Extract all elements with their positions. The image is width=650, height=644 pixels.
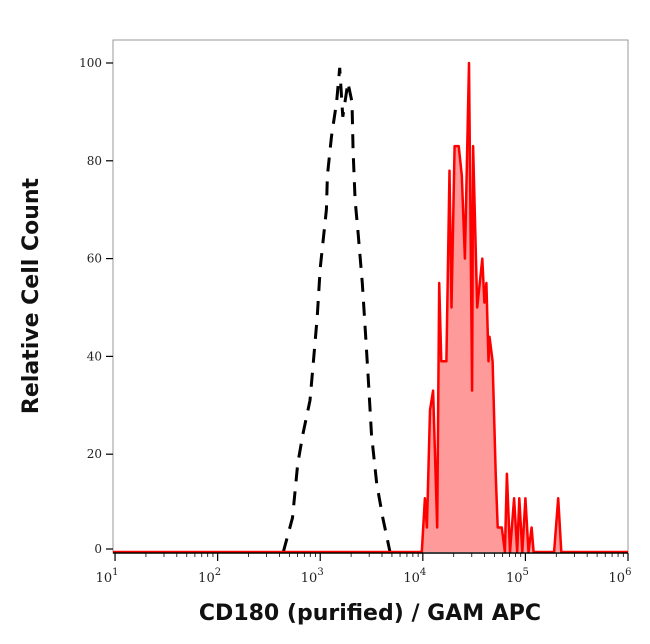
- y-tick-label: 40: [87, 349, 102, 363]
- x-tick-base: 10: [301, 571, 318, 586]
- x-tick-label: 104: [403, 567, 426, 586]
- x-tick-base: 10: [609, 571, 626, 586]
- x-tick-base: 10: [96, 571, 113, 586]
- y-tick-label: 100: [79, 56, 102, 70]
- x-tick-exp: 1: [112, 567, 118, 578]
- x-tick-exp: 5: [522, 567, 528, 578]
- x-tick-exp: 2: [215, 567, 221, 578]
- x-tick-label: 102: [198, 567, 221, 586]
- x-tick-exp: 4: [420, 567, 426, 578]
- y-tick-label: 0: [94, 542, 102, 556]
- x-tick-base: 10: [198, 571, 215, 586]
- series-line-0: [281, 67, 392, 553]
- x-tick-base: 10: [403, 571, 420, 586]
- y-axis-title: Relative Cell Count: [19, 177, 44, 414]
- series-line-1: [113, 61, 628, 554]
- y-tick-label: 20: [87, 447, 102, 461]
- y-tick-label: 80: [87, 154, 102, 168]
- x-tick-label: 105: [506, 567, 529, 586]
- x-tick-label: 103: [301, 567, 324, 586]
- x-axis-title: CD180 (purified) / GAM APC: [199, 601, 541, 626]
- x-tick-label: 106: [609, 567, 632, 586]
- x-tick-base: 10: [506, 571, 523, 586]
- x-tick-exp: 3: [317, 567, 323, 578]
- x-tick-label: 101: [96, 567, 119, 586]
- series-fill-1: [113, 63, 628, 552]
- plot-frame: [112, 39, 629, 554]
- y-tick-label: 60: [87, 252, 102, 266]
- series-layer: [113, 61, 628, 554]
- x-tick-exp: 6: [625, 567, 631, 578]
